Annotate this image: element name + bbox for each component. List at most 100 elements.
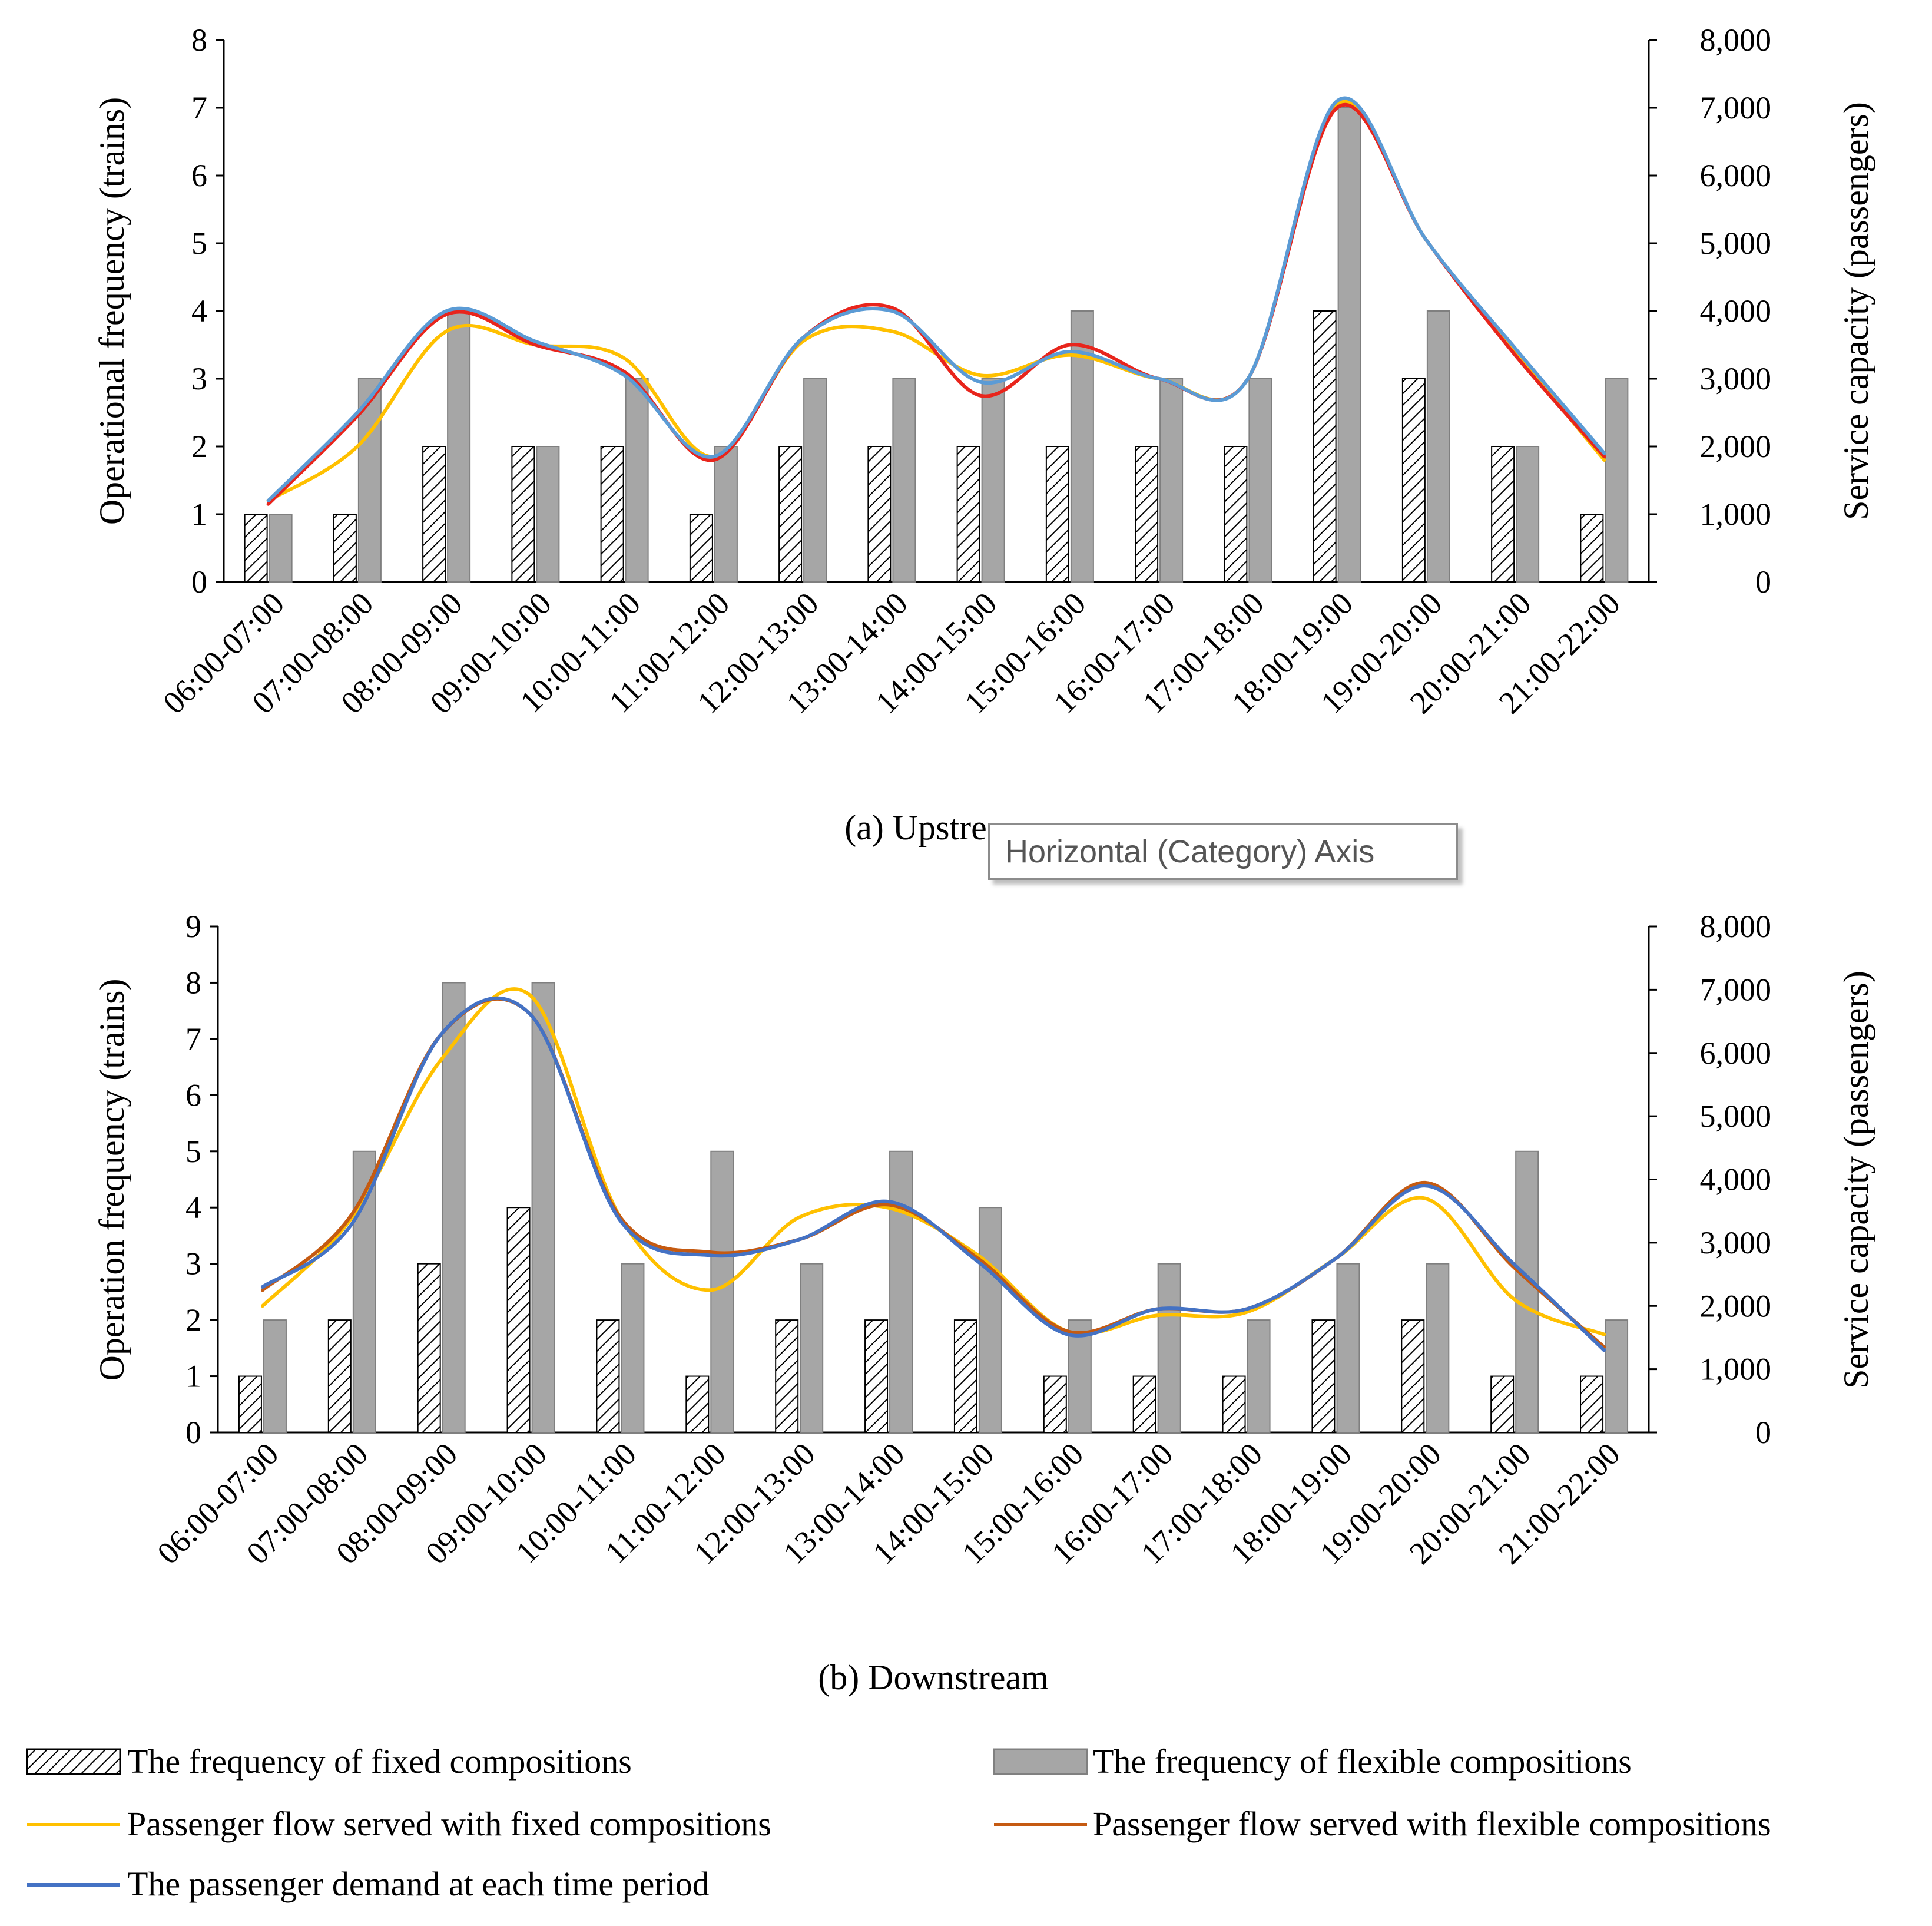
left-axis-title: Operational frequency (trains)	[92, 97, 131, 525]
bar-fixed-frequency	[953, 1319, 977, 1433]
legend-swatch-fixed-frequency	[26, 1748, 121, 1775]
legend-swatch-flexible-frequency	[993, 1748, 1088, 1775]
bar-flexible-frequency	[892, 378, 916, 583]
legend: The frequency of fixed compositions The …	[26, 1742, 1771, 1903]
left-tick-label: 5	[185, 1134, 201, 1169]
bar-fixed-frequency	[333, 514, 357, 583]
bar-fixed-frequency	[1580, 514, 1604, 583]
chart-downstream: 0 1 2 3 4 5 6 7 8 9 0 1,000 2,000 3,000 4,000 5,000 6,00…	[92, 909, 1875, 1697]
bar-fixed-frequency	[1580, 1375, 1604, 1434]
right-tick-label: 2,000	[1700, 1288, 1772, 1323]
bar-flexible-frequency	[1068, 1319, 1092, 1433]
bar-flexible-frequency	[800, 1263, 824, 1434]
right-tick-label: 3,000	[1700, 1225, 1772, 1260]
bar-fixed-frequency	[600, 446, 624, 583]
bar-fixed-frequency	[685, 1375, 710, 1434]
right-tick-label: 1,000	[1700, 1352, 1772, 1387]
bar-flexible-frequency	[889, 1150, 913, 1434]
chart-caption: (a) Upstre	[844, 808, 987, 847]
bar-flexible-frequency	[1248, 378, 1272, 583]
left-tick-label: 2	[191, 429, 207, 464]
right-tick-label: 1,000	[1700, 497, 1772, 532]
bar-fixed-frequency	[778, 446, 803, 583]
bar-flexible-frequency	[1247, 1319, 1271, 1433]
bar-fixed-frequency	[1401, 1319, 1425, 1433]
bar-fixed-frequency	[1132, 1375, 1156, 1434]
bar-flexible-frequency	[1605, 1319, 1629, 1433]
left-tick-label: 9	[185, 909, 201, 944]
bar-flexible-frequency	[1515, 1150, 1539, 1434]
right-tick-label: 6,000	[1700, 1035, 1772, 1071]
bar-flexible-frequency	[536, 446, 560, 583]
right-tick-label: 2,000	[1700, 429, 1772, 464]
legend-label-flexible-frequency: The frequency of flexible compositions	[1093, 1742, 1632, 1781]
bar-fixed-frequency	[1490, 1375, 1515, 1434]
bar-fixed-frequency	[1491, 446, 1515, 583]
left-tick-label: 3	[191, 361, 207, 396]
bar-fixed-frequency	[1311, 1319, 1336, 1433]
bar-flexible-frequency	[1336, 1263, 1360, 1434]
left-tick-label: 0	[185, 1415, 201, 1450]
chart-upstream: 0 1 2 3 4 5 6 7 8 0 1,000 2,000 3,000 4,000 5,000 6,000…	[92, 22, 1875, 847]
left-tick-label: 3	[185, 1246, 201, 1282]
line-fixed-flow	[260, 987, 1606, 1336]
bar-flexible-frequency	[1157, 1263, 1181, 1434]
bar-fixed-frequency	[238, 1375, 262, 1434]
right-axis-title: Service capacity (passengers)	[1837, 971, 1875, 1389]
bar-fixed-frequency	[327, 1319, 352, 1433]
bar-flexible-frequency	[981, 378, 1005, 583]
right-tick-label: 5,000	[1700, 1098, 1772, 1134]
right-tick-label: 8,000	[1700, 22, 1772, 58]
line-demand	[260, 996, 1606, 1352]
left-tick-label: 1	[191, 497, 207, 532]
left-tick-label: 8	[191, 22, 207, 58]
bar-fixed-frequency	[596, 1319, 620, 1433]
bar-flexible-frequency	[1605, 378, 1629, 583]
bar-flexible-frequency	[1159, 378, 1184, 583]
right-tick-label: 0	[1755, 1415, 1771, 1450]
right-tick-label: 4,000	[1700, 1162, 1772, 1197]
bar-fixed-frequency	[511, 446, 535, 583]
bar-flexible-frequency	[978, 1207, 1002, 1433]
bar-fixed-frequency	[1135, 446, 1159, 583]
bar-fixed-frequency	[689, 514, 713, 583]
right-tick-label: 0	[1755, 564, 1771, 600]
bar-flexible-frequency	[621, 1263, 645, 1434]
bar-fixed-frequency	[1224, 446, 1248, 583]
right-tick-label: 5,000	[1700, 226, 1772, 261]
right-tick-label: 3,000	[1700, 361, 1772, 396]
bar-fixed-frequency	[956, 446, 980, 583]
bar-flexible-frequency	[263, 1319, 287, 1433]
left-tick-label: 4	[185, 1190, 201, 1225]
right-tick-label: 7,000	[1700, 972, 1772, 1007]
bar-fixed-frequency	[244, 514, 268, 583]
left-tick-label: 6	[185, 1077, 201, 1113]
left-tick-label: 7	[191, 90, 207, 125]
legend-label-flexible-flow: Passenger flow served with flexible comp…	[1093, 1805, 1771, 1843]
bar-flexible-frequency	[714, 446, 738, 583]
bar-flexible-frequency	[625, 378, 649, 583]
right-tick-label: 8,000	[1700, 909, 1772, 944]
bar-flexible-frequency	[269, 514, 293, 583]
bar-fixed-frequency	[1222, 1375, 1246, 1434]
bar-fixed-frequency	[1043, 1375, 1067, 1434]
bar-fixed-frequency	[775, 1319, 799, 1433]
left-tick-label: 6	[191, 158, 207, 193]
bar-fixed-frequency	[1313, 310, 1337, 583]
legend-label-fixed-frequency: The frequency of fixed compositions	[127, 1742, 632, 1781]
bar-flexible-frequency	[1337, 107, 1361, 583]
left-tick-label: 5	[191, 226, 207, 261]
left-tick-label: 0	[191, 564, 207, 600]
bar-flexible-frequency	[447, 310, 471, 583]
bar-fixed-frequency	[506, 1207, 531, 1433]
axis-tooltip: Horizontal (Category) Axis	[988, 823, 1458, 880]
bar-fixed-frequency	[417, 1263, 441, 1434]
line-demand	[266, 96, 1606, 502]
legend-label-demand: The passenger demand at each time period	[127, 1865, 710, 1903]
bar-fixed-frequency	[867, 446, 892, 583]
legend-label-fixed-flow: Passenger flow served with fixed composi…	[127, 1805, 771, 1843]
bar-flexible-frequency	[710, 1150, 734, 1434]
right-tick-label: 6,000	[1700, 158, 1772, 193]
bar-fixed-frequency	[1401, 378, 1426, 583]
bar-fixed-frequency	[1045, 446, 1069, 583]
